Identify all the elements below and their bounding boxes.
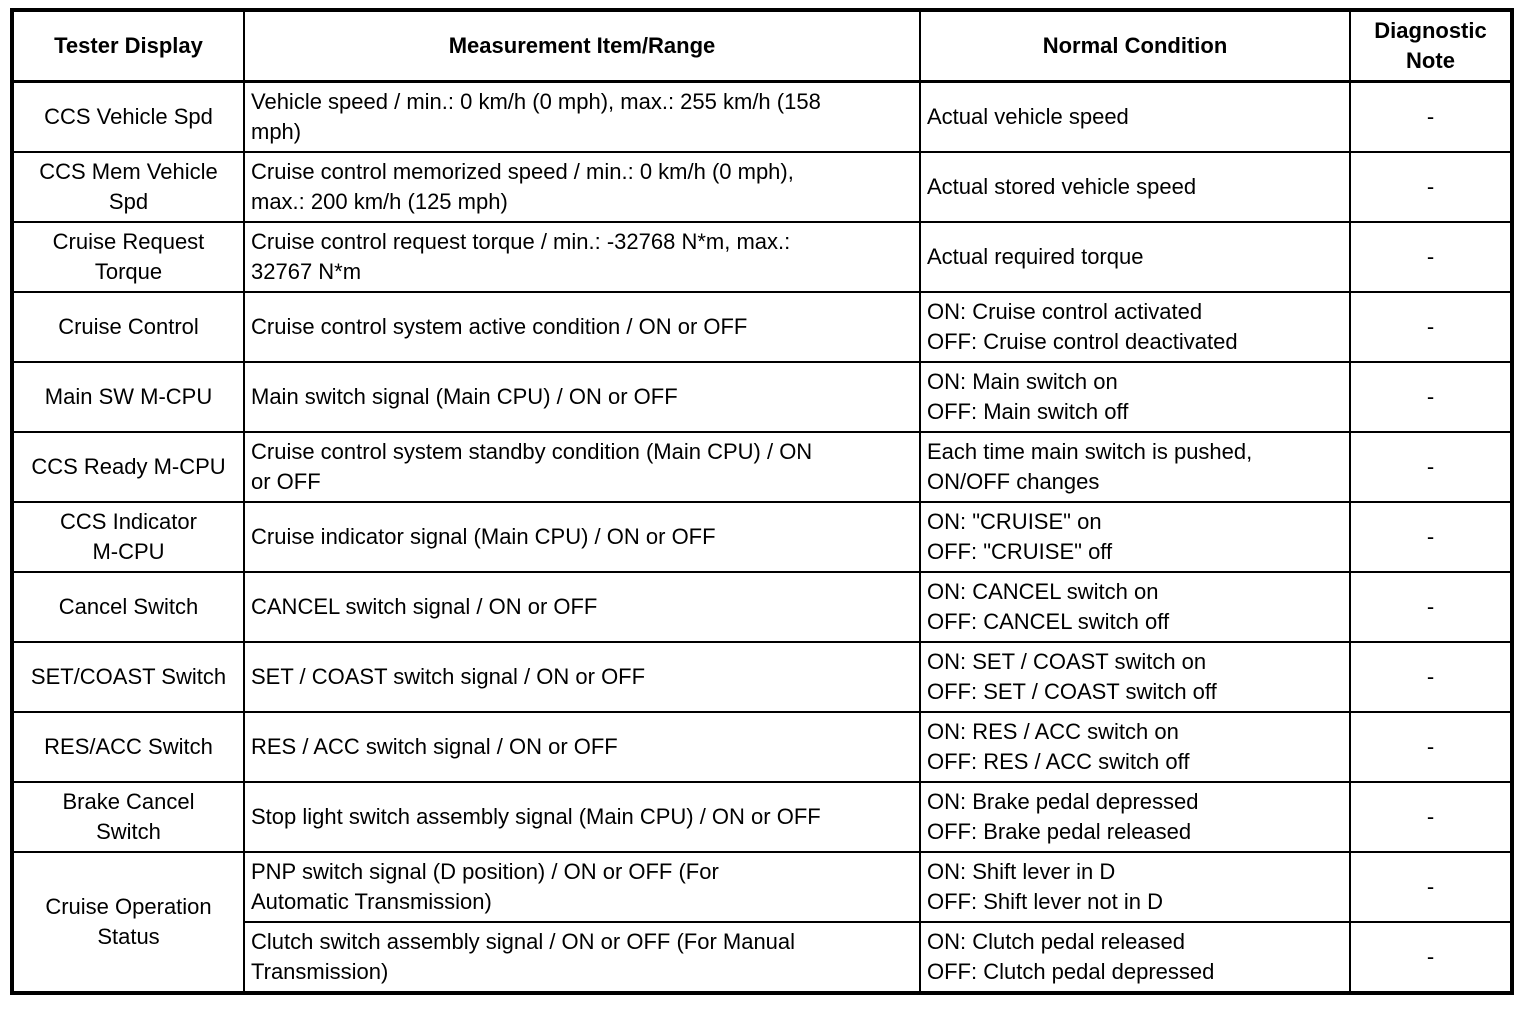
table-row: CCS Ready M-CPU Cruise control system st… <box>11 431 1513 503</box>
measurement-cell: CANCEL switch signal / ON or OFF <box>243 571 921 643</box>
diagnostic-note-cell: - <box>1349 221 1513 293</box>
diagnostic-note-cell: - <box>1349 711 1513 783</box>
data-table: Tester Display Measurement Item/Range No… <box>10 8 1514 995</box>
measurement-cell: Cruise control system active condition /… <box>243 291 921 363</box>
normal-condition-cell: ON: SET / COAST switch on OFF: SET / COA… <box>919 641 1351 713</box>
table-row: Cruise Request Torque Cruise control req… <box>11 221 1513 293</box>
tester-display-cell: Cruise Operation Status <box>11 851 245 994</box>
table-row: CCS Vehicle Spd Vehicle speed / min.: 0 … <box>11 80 1513 153</box>
diagnostic-note-cell: - <box>1349 80 1513 153</box>
measurement-cell: Main switch signal (Main CPU) / ON or OF… <box>243 361 921 433</box>
header-row: Tester Display Measurement Item/Range No… <box>11 9 1513 83</box>
normal-condition-cell: ON: Shift lever in D OFF: Shift lever no… <box>919 851 1351 923</box>
diagnostic-note-cell: - <box>1349 431 1513 503</box>
tester-display-cell: Cancel Switch <box>11 571 245 643</box>
table-row: Cancel Switch CANCEL switch signal / ON … <box>11 571 1513 643</box>
table-row: Main SW M-CPU Main switch signal (Main C… <box>11 361 1513 433</box>
table-row: Brake Cancel Switch Stop light switch as… <box>11 781 1513 853</box>
table-row: SET/COAST Switch SET / COAST switch sign… <box>11 641 1513 713</box>
table-row: CCS Mem Vehicle Spd Cruise control memor… <box>11 151 1513 223</box>
table-row: Cruise Operation Status PNP switch signa… <box>11 851 1513 994</box>
normal-condition-cell: Actual required torque <box>919 221 1351 293</box>
tester-display-cell: CCS Vehicle Spd <box>11 80 245 153</box>
measurement-cell: Cruise indicator signal (Main CPU) / ON … <box>243 501 921 573</box>
tester-display-cell: RES/ACC Switch <box>11 711 245 783</box>
column-header-diagnostic-note: Diagnostic Note <box>1349 9 1513 83</box>
tester-display-cell: CCS Indicator M-CPU <box>11 501 245 573</box>
measurement-cell: Cruise control request torque / min.: -3… <box>243 221 921 293</box>
normal-condition-cell: ON: CANCEL switch on OFF: CANCEL switch … <box>919 571 1351 643</box>
table-row: RES/ACC Switch RES / ACC switch signal /… <box>11 711 1513 783</box>
normal-condition-cell: Actual stored vehicle speed <box>919 151 1351 223</box>
diagnostic-note-cell: - <box>1349 291 1513 363</box>
diagnostic-note-cell: - <box>1349 781 1513 853</box>
measurement-cell: PNP switch signal (D position) / ON or O… <box>243 851 921 923</box>
diagnostic-note-cell: - <box>1349 151 1513 223</box>
measurement-cell: Stop light switch assembly signal (Main … <box>243 781 921 853</box>
normal-condition-cell: Actual vehicle speed <box>919 80 1351 153</box>
column-header-measurement-item-range: Measurement Item/Range <box>243 9 921 83</box>
diagnostic-note-cell: - <box>1349 851 1513 923</box>
tester-display-cell: CCS Ready M-CPU <box>11 431 245 503</box>
diagnostic-note-cell: - <box>1349 501 1513 573</box>
measurement-cell: RES / ACC switch signal / ON or OFF <box>243 711 921 783</box>
normal-condition-cell: ON: Cruise control activated OFF: Cruise… <box>919 291 1351 363</box>
tester-display-cell: Cruise Request Torque <box>11 221 245 293</box>
measurement-cell: Clutch switch assembly signal / ON or OF… <box>243 921 921 994</box>
normal-condition-cell: ON: "CRUISE" on OFF: "CRUISE" off <box>919 501 1351 573</box>
column-header-normal-condition: Normal Condition <box>919 9 1351 83</box>
normal-condition-cell: ON: RES / ACC switch on OFF: RES / ACC s… <box>919 711 1351 783</box>
diagnostic-note-cell: - <box>1349 571 1513 643</box>
tester-display-cell: Main SW M-CPU <box>11 361 245 433</box>
normal-condition-cell: ON: Clutch pedal released OFF: Clutch pe… <box>919 921 1351 994</box>
table-row: Cruise Control Cruise control system act… <box>11 291 1513 363</box>
tester-display-cell: SET/COAST Switch <box>11 641 245 713</box>
measurement-cell: Cruise control system standby condition … <box>243 431 921 503</box>
measurement-cell: SET / COAST switch signal / ON or OFF <box>243 641 921 713</box>
table-row: CCS Indicator M-CPU Cruise indicator sig… <box>11 501 1513 573</box>
tester-display-cell: CCS Mem Vehicle Spd <box>11 151 245 223</box>
normal-condition-cell: ON: Main switch on OFF: Main switch off <box>919 361 1351 433</box>
measurement-cell: Vehicle speed / min.: 0 km/h (0 mph), ma… <box>243 80 921 153</box>
normal-condition-cell: Each time main switch is pushed, ON/OFF … <box>919 431 1351 503</box>
measurement-cell: Cruise control memorized speed / min.: 0… <box>243 151 921 223</box>
diagnostic-note-cell: - <box>1349 361 1513 433</box>
column-header-tester-display: Tester Display <box>11 9 245 83</box>
diagnostic-note-cell: - <box>1349 921 1513 994</box>
normal-condition-cell: ON: Brake pedal depressed OFF: Brake ped… <box>919 781 1351 853</box>
diagnostic-note-cell: - <box>1349 641 1513 713</box>
tester-display-cell: Brake Cancel Switch <box>11 781 245 853</box>
table-row: Clutch switch assembly signal / ON or OF… <box>12 921 1513 994</box>
tester-display-cell: Cruise Control <box>11 291 245 363</box>
